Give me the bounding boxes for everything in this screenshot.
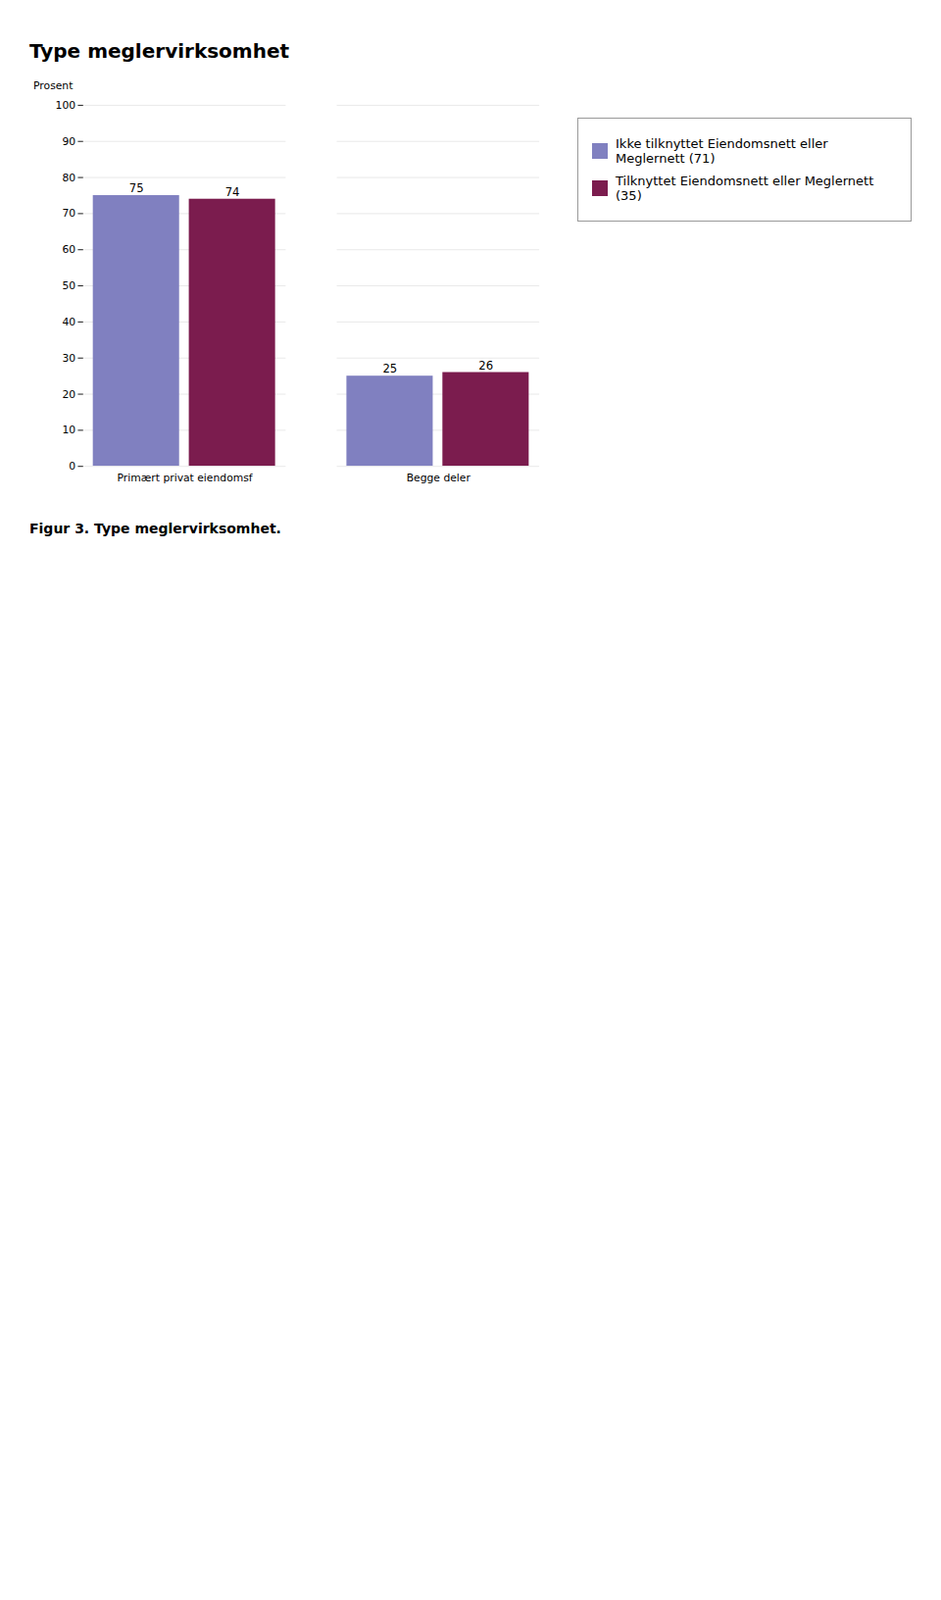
svg-text:25: 25 (382, 361, 397, 376)
svg-text:Prosent: Prosent (33, 79, 73, 93)
svg-text:80: 80 (61, 171, 76, 185)
svg-text:100: 100 (55, 99, 77, 112)
html-text:Tilknyttet Eiendomsnett eller: Tilknyttet Eiendomsnett eller Meglernett… (615, 173, 874, 203)
svg-text:20: 20 (61, 388, 76, 401)
svg-text:Begge deler: Begge deler (406, 471, 472, 485)
svg-text:50: 50 (61, 279, 76, 293)
html-text:Type meglervirksomhet: Type meglervirksomhet (29, 39, 290, 63)
svg-text:60: 60 (61, 243, 76, 256)
html-text:Figur 3. Type meglervirksomhet: Figur 3. Type meglervirksomhet. (29, 520, 282, 537)
html-text:Ikke tilknyttet Eiendomsnett e: Ikke tilknyttet Eiendomsnett eller Megle… (615, 136, 828, 166)
svg-text:40: 40 (61, 315, 76, 329)
svg-text:90: 90 (61, 135, 76, 149)
svg-text:26: 26 (478, 358, 494, 373)
svg-text:70: 70 (61, 206, 76, 220)
svg-text:10: 10 (61, 423, 76, 437)
svg-text:75: 75 (129, 181, 145, 196)
svg-text:30: 30 (61, 351, 76, 365)
svg-text:0: 0 (68, 459, 76, 473)
svg-text:74: 74 (225, 185, 241, 199)
svg-text:Primært privat eiendomsf: Primært privat eiendomsf (117, 471, 253, 485)
